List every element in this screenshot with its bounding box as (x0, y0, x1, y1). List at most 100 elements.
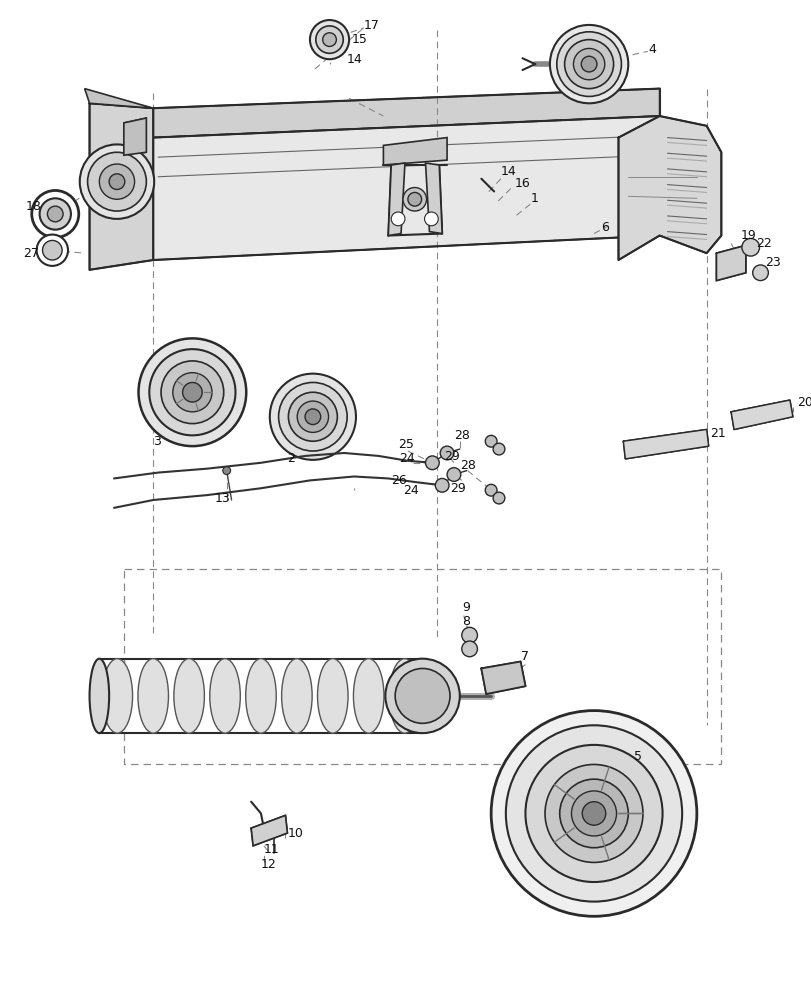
Circle shape (425, 456, 439, 470)
Circle shape (491, 711, 696, 916)
Text: 28: 28 (459, 459, 475, 472)
Text: 28: 28 (453, 429, 470, 442)
Circle shape (278, 382, 347, 451)
Circle shape (395, 668, 449, 723)
Circle shape (139, 338, 246, 446)
Ellipse shape (246, 659, 276, 733)
Circle shape (461, 627, 477, 643)
Ellipse shape (353, 659, 384, 733)
Ellipse shape (89, 659, 109, 733)
Circle shape (288, 392, 337, 441)
Circle shape (573, 48, 604, 80)
Circle shape (385, 659, 459, 733)
Circle shape (435, 478, 448, 492)
Text: 27: 27 (23, 247, 39, 260)
Circle shape (402, 188, 426, 211)
Text: 3: 3 (153, 435, 161, 448)
Text: 14: 14 (345, 53, 362, 66)
Circle shape (556, 32, 620, 96)
Circle shape (485, 484, 496, 496)
Circle shape (88, 152, 146, 211)
Text: 26: 26 (391, 474, 406, 487)
Ellipse shape (317, 659, 348, 733)
Circle shape (571, 791, 616, 836)
Circle shape (310, 20, 349, 59)
Text: 15: 15 (352, 33, 367, 46)
Text: 20: 20 (796, 396, 811, 409)
Ellipse shape (281, 659, 311, 733)
Circle shape (407, 192, 421, 206)
Circle shape (109, 174, 125, 189)
Ellipse shape (102, 659, 132, 733)
Circle shape (549, 25, 628, 103)
Text: 17: 17 (363, 19, 380, 32)
Circle shape (492, 492, 504, 504)
Circle shape (505, 725, 681, 902)
Circle shape (79, 144, 154, 219)
Circle shape (752, 265, 767, 281)
Text: 4: 4 (647, 43, 655, 56)
Circle shape (564, 40, 613, 89)
Circle shape (42, 240, 62, 260)
Circle shape (36, 235, 68, 266)
Circle shape (581, 802, 605, 825)
Polygon shape (388, 163, 405, 236)
Circle shape (424, 212, 438, 226)
Circle shape (391, 212, 405, 226)
Text: 19: 19 (740, 229, 756, 242)
Ellipse shape (209, 659, 240, 733)
Text: 23: 23 (765, 256, 780, 269)
Circle shape (161, 361, 224, 424)
Ellipse shape (138, 659, 168, 733)
Circle shape (47, 206, 63, 222)
Ellipse shape (389, 659, 419, 733)
Circle shape (40, 198, 71, 230)
Text: 11: 11 (264, 843, 279, 856)
Text: 16: 16 (514, 177, 530, 190)
Ellipse shape (174, 659, 204, 733)
Text: 1: 1 (530, 192, 538, 205)
Text: 24: 24 (398, 452, 414, 465)
Circle shape (447, 468, 460, 481)
Text: 12: 12 (260, 858, 277, 871)
Polygon shape (251, 815, 287, 846)
Polygon shape (123, 118, 146, 155)
Text: 24: 24 (402, 484, 418, 497)
Polygon shape (84, 89, 153, 108)
Circle shape (99, 164, 135, 199)
Circle shape (269, 374, 355, 460)
Text: 14: 14 (500, 165, 516, 178)
Text: 13: 13 (215, 492, 230, 505)
Circle shape (149, 349, 235, 435)
Text: 18: 18 (26, 200, 41, 213)
Text: 9: 9 (461, 601, 469, 614)
Circle shape (297, 401, 328, 432)
Text: 5: 5 (633, 750, 642, 763)
Circle shape (182, 382, 202, 402)
Circle shape (173, 373, 212, 412)
Text: 2: 2 (287, 452, 295, 465)
Text: 6: 6 (600, 221, 608, 234)
Circle shape (492, 443, 504, 455)
Circle shape (741, 238, 758, 256)
Polygon shape (383, 138, 447, 165)
Circle shape (222, 467, 230, 475)
Circle shape (559, 779, 628, 848)
Text: 8: 8 (461, 615, 470, 628)
Circle shape (440, 446, 453, 460)
Polygon shape (623, 429, 708, 459)
Polygon shape (715, 245, 745, 281)
Polygon shape (153, 89, 659, 138)
Polygon shape (425, 163, 442, 234)
Text: 21: 21 (710, 427, 725, 440)
Polygon shape (153, 116, 659, 260)
Circle shape (322, 33, 336, 46)
Polygon shape (730, 400, 792, 429)
Circle shape (315, 26, 343, 53)
Circle shape (32, 190, 79, 237)
Polygon shape (481, 662, 525, 694)
Polygon shape (618, 116, 720, 260)
Circle shape (525, 745, 662, 882)
Circle shape (581, 56, 596, 72)
Circle shape (305, 409, 320, 425)
